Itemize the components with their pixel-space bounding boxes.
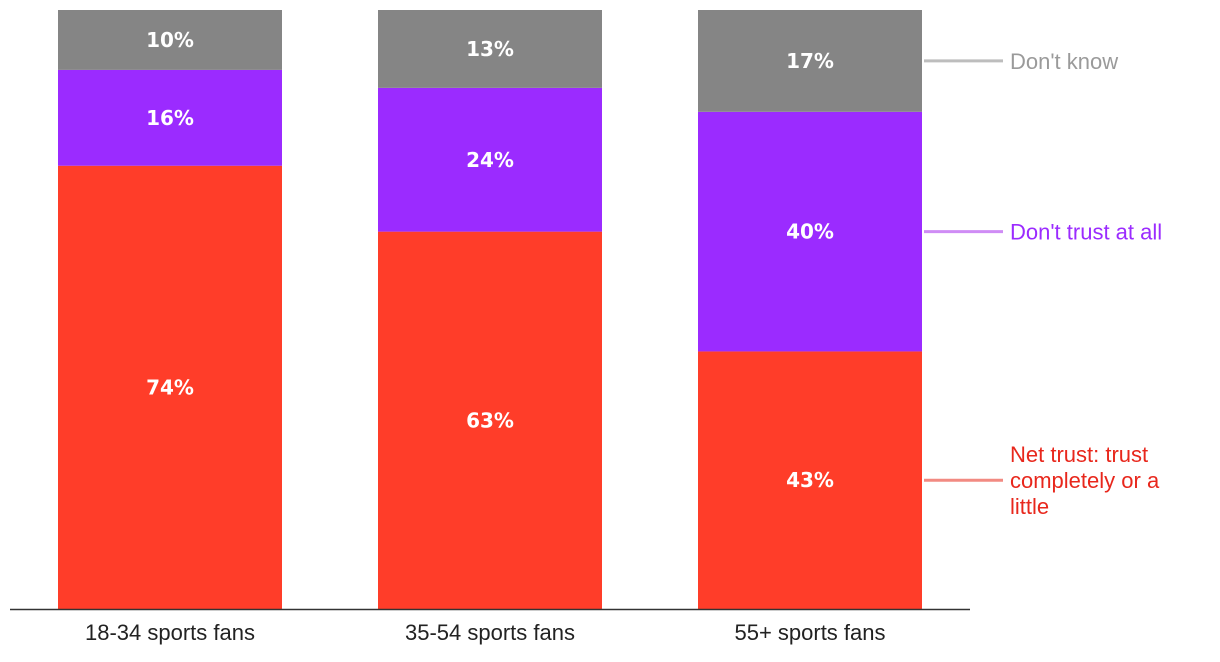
bar-segment [58, 69, 282, 166]
category-labels-group: 18-34 sports fans 35-54 sports fans 55+ sp… [85, 620, 886, 645]
bar-segment [378, 87, 602, 232]
bars-group [58, 10, 922, 610]
data-label: 43% [786, 468, 834, 492]
bar-segment [58, 10, 282, 70]
category-label: 18-34 sports fans [85, 620, 255, 645]
data-label: 16% [146, 106, 194, 130]
bar-segment [378, 10, 602, 88]
bar-segment [58, 165, 282, 610]
data-label: 63% [466, 408, 514, 432]
data-label: 13% [466, 37, 514, 61]
bar-segment [698, 351, 922, 609]
legend-label: Net trust: trust completely or a little [1010, 442, 1160, 519]
category-label: 35-54 sports fans [405, 620, 575, 645]
data-label: 24% [466, 148, 514, 172]
bar-segment [378, 231, 602, 609]
legend-label: Don't know [1010, 48, 1118, 73]
data-label: 10% [146, 28, 194, 52]
data-label: 40% [786, 220, 834, 244]
category-label: 55+ sports fans [734, 620, 885, 645]
bar-segment [698, 111, 922, 352]
legend: Net trust: trust completely or a little Don… [924, 48, 1162, 519]
legend-label: Don't trust at all [1010, 219, 1162, 244]
segment-labels-group: 74% 16% 10% 63% 24% 13% 43% 40% 17% [146, 28, 834, 492]
data-label: 17% [786, 49, 834, 73]
data-label: 74% [146, 375, 194, 399]
bar-segment [698, 10, 922, 112]
